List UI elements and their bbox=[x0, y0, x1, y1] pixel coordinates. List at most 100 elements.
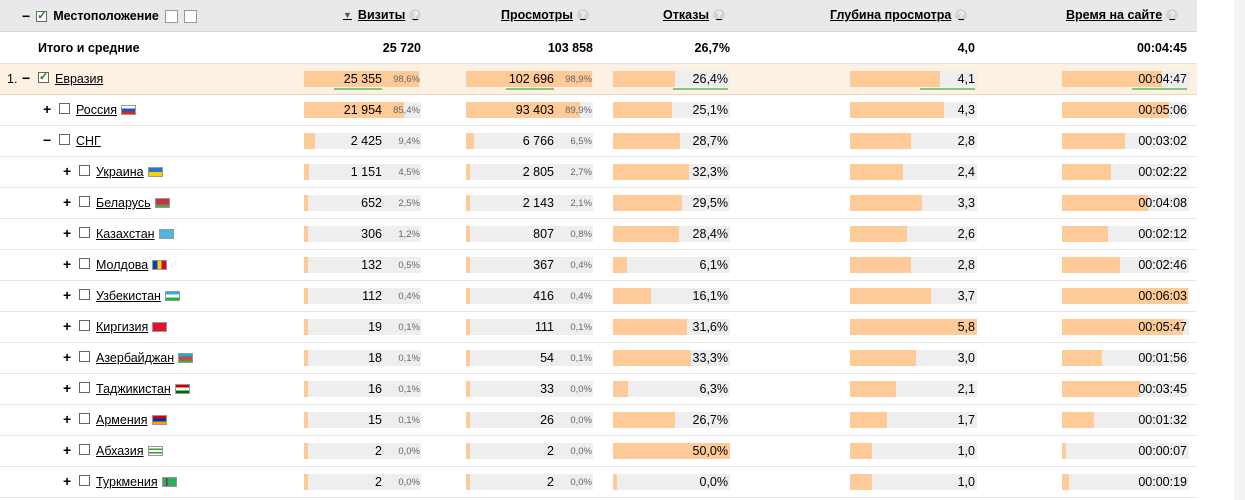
expand-toggle[interactable]: + bbox=[63, 194, 72, 210]
location-name[interactable]: Казахстан bbox=[96, 227, 155, 241]
row-checkbox[interactable] bbox=[79, 165, 90, 176]
help-icon[interactable]: ? bbox=[955, 9, 968, 21]
expand-toggle[interactable]: + bbox=[63, 163, 72, 179]
select-all-checkbox[interactable] bbox=[36, 9, 48, 22]
location-link[interactable]: Азербайджан bbox=[96, 351, 194, 365]
location-name[interactable]: СНГ bbox=[76, 134, 101, 148]
depth-column-header[interactable]: Глубина просмотра ? bbox=[830, 8, 968, 22]
help-icon[interactable]: ? bbox=[1166, 9, 1179, 21]
location-link[interactable]: Россия bbox=[76, 103, 136, 117]
expand-toggle[interactable]: + bbox=[63, 473, 72, 489]
table-row[interactable]: + Азербайджан 18 0,1% 54 0,1% 33,3% 3,0 00:01:56 bbox=[0, 343, 1197, 374]
location-link[interactable]: Абхазия bbox=[96, 444, 163, 458]
table-row[interactable]: + Армения 15 0,1% 26 0,0% 26,7% 1,7 00:01:32 bbox=[0, 405, 1197, 436]
views-bar-fill bbox=[466, 257, 470, 273]
table-row[interactable]: − СНГ 2 425 9,4% 6 766 6,5% 28,7% 2,8 00:03:02 bbox=[0, 126, 1197, 157]
table-row[interactable]: + Россия 21 954 85,4% 93 403 89,9% 25,1% 4,3 00:… bbox=[0, 95, 1197, 126]
location-name[interactable]: Азербайджан bbox=[96, 351, 175, 365]
row-checkbox[interactable] bbox=[79, 444, 90, 455]
list-view-icon[interactable] bbox=[183, 9, 197, 23]
location-link[interactable]: Казахстан bbox=[96, 227, 174, 241]
location-link[interactable]: СНГ bbox=[76, 134, 101, 148]
location-name[interactable]: Беларусь bbox=[96, 196, 151, 210]
visits-column-header[interactable]: ▼ Визиты ? bbox=[343, 8, 422, 22]
help-icon[interactable]: ? bbox=[713, 9, 726, 21]
location-name[interactable]: Россия bbox=[76, 103, 117, 117]
location-link[interactable]: Украина bbox=[96, 165, 163, 179]
location-link[interactable]: Узбекистан bbox=[96, 289, 180, 303]
location-name[interactable]: Украина bbox=[96, 165, 144, 179]
row-checkbox[interactable] bbox=[79, 382, 90, 393]
bounce-bar: 26,7% bbox=[613, 412, 730, 428]
views-column-header[interactable]: Просмотры ? bbox=[501, 8, 589, 22]
depth-bar: 1,0 bbox=[850, 474, 977, 490]
grouping-icon[interactable] bbox=[164, 9, 178, 23]
location-link[interactable]: Беларусь bbox=[96, 196, 170, 210]
location-name[interactable]: Армения bbox=[96, 413, 148, 427]
location-name[interactable]: Туркмения bbox=[96, 475, 158, 489]
row-checkbox[interactable] bbox=[79, 227, 90, 238]
location-link[interactable]: Армения bbox=[96, 413, 167, 427]
expand-toggle[interactable]: + bbox=[63, 349, 72, 365]
visits-bar: 15 0,1% bbox=[304, 412, 421, 428]
location-name[interactable]: Молдова bbox=[96, 258, 149, 272]
bounce-header-label[interactable]: Отказы bbox=[663, 8, 710, 22]
location-link[interactable]: Туркмения bbox=[96, 475, 177, 489]
expand-toggle[interactable]: + bbox=[43, 101, 52, 117]
scrollbar-track[interactable] bbox=[1234, 0, 1245, 500]
visits-value: 112 bbox=[362, 289, 382, 303]
row-checkbox[interactable] bbox=[59, 134, 70, 145]
location-name[interactable]: Таджикистан bbox=[96, 382, 171, 396]
visits-percent: 0,1% bbox=[398, 415, 420, 426]
help-icon[interactable]: ? bbox=[576, 9, 589, 21]
expand-toggle[interactable]: + bbox=[63, 380, 72, 396]
location-name[interactable]: Евразия bbox=[55, 72, 104, 86]
row-checkbox[interactable] bbox=[79, 413, 90, 424]
collapse-toggle[interactable]: − bbox=[22, 70, 31, 86]
expand-toggle[interactable]: + bbox=[63, 256, 72, 272]
row-checkbox[interactable] bbox=[59, 103, 70, 114]
row-checkbox[interactable] bbox=[38, 70, 49, 83]
row-checkbox[interactable] bbox=[79, 351, 90, 362]
expand-toggle[interactable]: + bbox=[63, 225, 72, 241]
collapse-all-toggle[interactable]: − bbox=[22, 8, 31, 24]
table-row[interactable]: + Молдова 132 0,5% 367 0,4% 6,1% 2,8 00:02:46 bbox=[0, 250, 1197, 281]
table-row[interactable]: + Беларусь 652 2,5% 2 143 2,1% 29,5% 3,3 00:04:0… bbox=[0, 188, 1197, 219]
location-name[interactable]: Абхазия bbox=[96, 444, 144, 458]
table-row[interactable]: + Киргизия 19 0,1% 111 0,1% 31,6% 5,8 00:05:47 bbox=[0, 312, 1197, 343]
table-row[interactable]: + Таджикистан 16 0,1% 33 0,0% 6,3% 2,1 00:03:45 bbox=[0, 374, 1197, 405]
row-checkbox[interactable] bbox=[79, 475, 90, 486]
location-link[interactable]: Киргизия bbox=[96, 320, 168, 334]
table-row[interactable]: + Узбекистан 112 0,4% 416 0,4% 16,1% 3,7 00:06:0… bbox=[0, 281, 1197, 312]
row-checkbox[interactable] bbox=[79, 320, 90, 331]
table-row[interactable]: + Абхазия 2 0,0% 2 0,0% 50,0% 1,0 00:00:07 bbox=[0, 436, 1197, 467]
time-column-header[interactable]: Время на сайте ? bbox=[1066, 8, 1179, 22]
table-row[interactable]: 1.− Евразия 25 355 98,6% 102 696 98,9% 26,4% 4,… bbox=[0, 64, 1197, 95]
row-checkbox[interactable] bbox=[79, 258, 90, 269]
views-value: 807 bbox=[533, 227, 554, 241]
bounce-column-header[interactable]: Отказы ? bbox=[663, 8, 726, 22]
location-link[interactable]: Таджикистан bbox=[96, 382, 190, 396]
expand-toggle[interactable]: + bbox=[63, 411, 72, 427]
help-icon[interactable]: ? bbox=[409, 9, 422, 21]
expand-toggle[interactable]: + bbox=[63, 287, 72, 303]
expand-toggle[interactable]: + bbox=[63, 442, 72, 458]
bounce-bar-fill bbox=[613, 350, 691, 366]
collapse-toggle[interactable]: − bbox=[43, 132, 52, 148]
location-name[interactable]: Киргизия bbox=[96, 320, 149, 334]
visits-header-label[interactable]: Визиты bbox=[357, 8, 406, 22]
location-link[interactable]: Евразия bbox=[55, 72, 103, 86]
location-name[interactable]: Узбекистан bbox=[96, 289, 161, 303]
row-checkbox[interactable] bbox=[79, 289, 90, 300]
location-link[interactable]: Молдова bbox=[96, 258, 168, 272]
row-checkbox[interactable] bbox=[79, 196, 90, 207]
table-row[interactable]: + Туркмения 2 0,0% 2 0,0% 0,0% 1,0 00:00:19 bbox=[0, 467, 1197, 498]
visits-bar: 132 0,5% bbox=[304, 257, 421, 273]
table-row[interactable]: + Украина 1 151 4,5% 2 805 2,7% 32,3% 2,4 00:02:… bbox=[0, 157, 1197, 188]
expand-toggle[interactable]: + bbox=[63, 318, 72, 334]
table-row[interactable]: + Казахстан 306 1,2% 807 0,8% 28,4% 2,6 00:02:12 bbox=[0, 219, 1197, 250]
views-header-label[interactable]: Просмотры bbox=[501, 8, 573, 22]
depth-header-label[interactable]: Глубина просмотра bbox=[830, 8, 952, 22]
location-column-header: − Местоположение bbox=[22, 8, 197, 24]
time-header-label[interactable]: Время на сайте bbox=[1066, 8, 1163, 22]
